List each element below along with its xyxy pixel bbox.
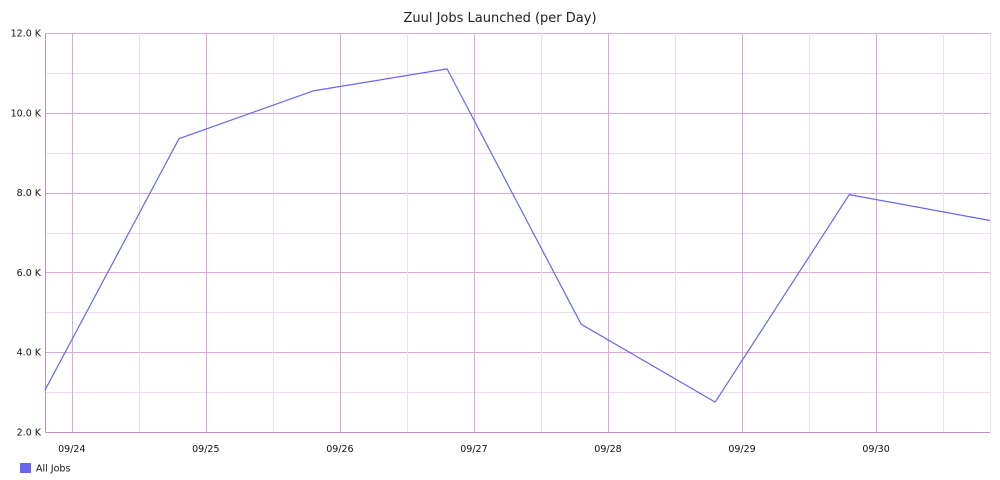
x-tick-label: 09/24 [58,444,85,455]
grid [45,33,990,433]
chart-title: Zuul Jobs Launched (per Day) [403,11,596,26]
y-tick-label: 2.0 K [17,428,42,439]
x-tick-label: 09/30 [862,444,889,455]
legend-label: All Jobs [36,464,70,475]
y-tick-label: 12.0 K [11,29,42,40]
x-tick-label: 09/25 [192,444,219,455]
y-tick-label: 8.0 K [17,188,42,199]
x-tick-label: 09/29 [728,444,755,455]
axes [45,33,991,433]
y-tick-label: 4.0 K [17,348,42,359]
y-tick-label: 10.0 K [11,108,42,119]
x-tick-label: 09/28 [594,444,621,455]
series [44,68,991,403]
legend-swatch [20,463,31,473]
x-tick-label: 09/26 [326,444,353,455]
series-line-all-jobs [44,68,991,403]
y-tick-label: 6.0 K [17,268,42,279]
y-axis-ticks: 2.0 K 4.0 K 6.0 K 8.0 K 10.0 K 12.0 K [11,29,42,439]
x-axis-ticks: 09/24 09/25 09/26 09/27 09/28 09/29 09/30 [58,444,890,455]
legend: All Jobs [20,463,70,475]
x-tick-label: 09/27 [460,444,487,455]
